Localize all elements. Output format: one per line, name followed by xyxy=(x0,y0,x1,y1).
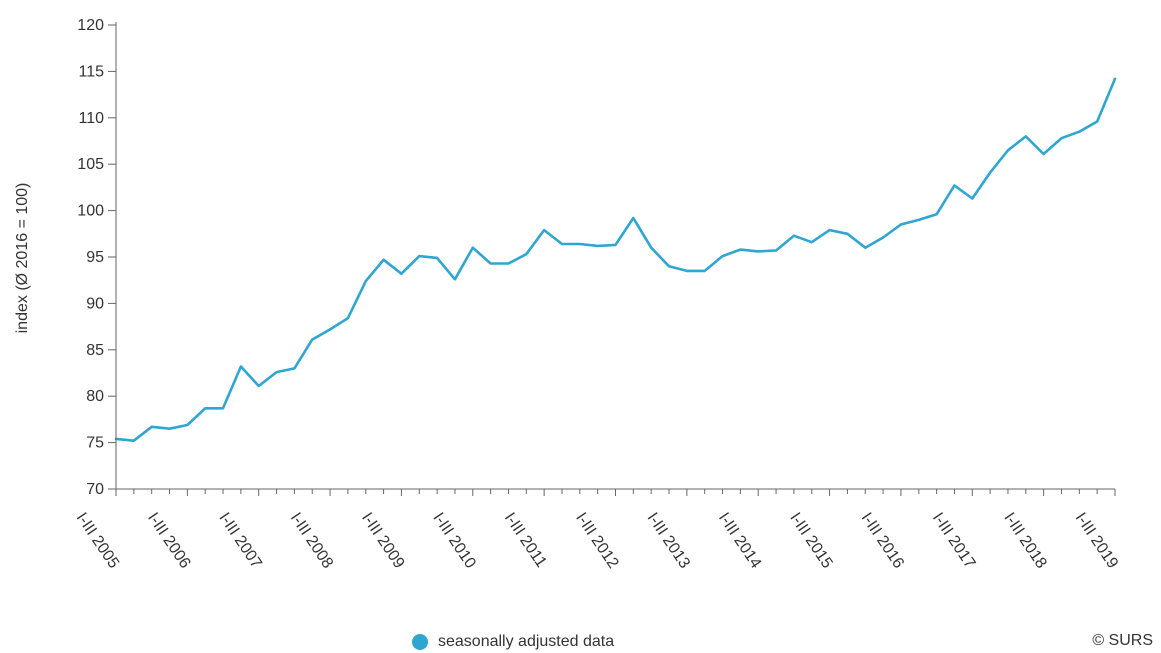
series-layer xyxy=(114,77,1117,443)
y-tick-label: 75 xyxy=(86,435,104,452)
x-tick-label: I-III 2012 xyxy=(572,510,621,572)
x-axis: I-III 2005 I-III 2006 I-III 2007 I-III 2008… xyxy=(73,489,1121,572)
y-tick-label: 95 xyxy=(86,249,104,266)
x-tick-label: I-III 2010 xyxy=(429,510,478,572)
x-tick-label: I-III 2014 xyxy=(715,510,764,572)
source-credit: © SURS xyxy=(1092,632,1153,649)
series-line-seasonally-adjusted xyxy=(114,77,1117,443)
y-tick-label: 85 xyxy=(86,342,104,359)
x-tick-label: I-III 2017 xyxy=(929,510,978,572)
x-tick-label: I-III 2009 xyxy=(358,510,407,572)
legend-marker-icon xyxy=(412,634,428,650)
y-tick-label: 105 xyxy=(77,156,104,173)
x-tick-label: I-III 2007 xyxy=(215,510,264,572)
y-tick-label: 115 xyxy=(78,63,104,80)
x-tick-label: I-III 2005 xyxy=(73,510,122,572)
x-tick-label: I-III 2008 xyxy=(287,510,336,572)
y-axis: 70 75 80 85 90 95 100 105 110 115 120 xyxy=(77,17,116,498)
y-tick-label: 110 xyxy=(78,110,104,127)
y-tick-label: 80 xyxy=(86,388,104,405)
x-tick-label: I-III 2018 xyxy=(1000,510,1049,572)
legend: seasonally adjusted data xyxy=(412,632,614,652)
y-tick-label: 90 xyxy=(86,295,104,312)
x-tick-label: I-III 2019 xyxy=(1072,510,1121,572)
x-tick-label: I-III 2011 xyxy=(501,510,550,571)
legend-label: seasonally adjusted data xyxy=(438,633,615,650)
x-tick-label: I-III 2015 xyxy=(786,510,835,572)
y-axis-title: index (Ø 2016 = 100) xyxy=(14,183,31,334)
x-tick-label: I-III 2016 xyxy=(858,510,907,572)
x-tick-label: I-III 2006 xyxy=(144,510,193,572)
y-tick-label: 70 xyxy=(86,481,104,498)
x-tick-label: I-III 2013 xyxy=(644,510,693,572)
y-tick-label: 100 xyxy=(77,203,104,220)
y-tick-label: 120 xyxy=(77,17,104,34)
